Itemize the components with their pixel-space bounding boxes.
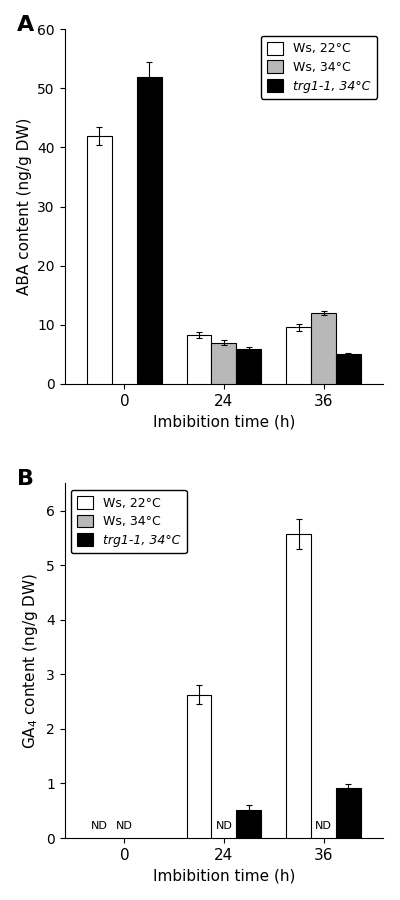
Legend: Ws, 22°C, Ws, 34°C, trg1-1, 34°C: Ws, 22°C, Ws, 34°C, trg1-1, 34°C (261, 35, 377, 99)
Y-axis label: GA$_4$ content (ng/g DW): GA$_4$ content (ng/g DW) (22, 572, 40, 749)
Bar (186, 335, 212, 384)
Text: ND: ND (116, 821, 133, 831)
Bar (286, 327, 311, 384)
X-axis label: Imbibition time (h): Imbibition time (h) (153, 868, 295, 883)
Bar (336, 355, 361, 384)
Text: ND: ND (315, 821, 332, 831)
Bar (311, 313, 336, 384)
Bar (137, 76, 162, 384)
Bar (236, 349, 261, 384)
X-axis label: Imbibition time (h): Imbibition time (h) (153, 414, 295, 429)
Bar (286, 535, 311, 838)
Text: ND: ND (91, 821, 108, 831)
Bar (212, 343, 236, 384)
Text: B: B (17, 469, 34, 490)
Bar (236, 810, 261, 838)
Bar (87, 136, 112, 384)
Text: A: A (17, 15, 34, 35)
Bar (336, 788, 361, 838)
Y-axis label: ABA content (ng/g DW): ABA content (ng/g DW) (17, 118, 32, 295)
Legend: Ws, 22°C, Ws, 34°C, trg1-1, 34°C: Ws, 22°C, Ws, 34°C, trg1-1, 34°C (71, 490, 187, 554)
Bar (186, 695, 212, 838)
Text: ND: ND (216, 821, 232, 831)
